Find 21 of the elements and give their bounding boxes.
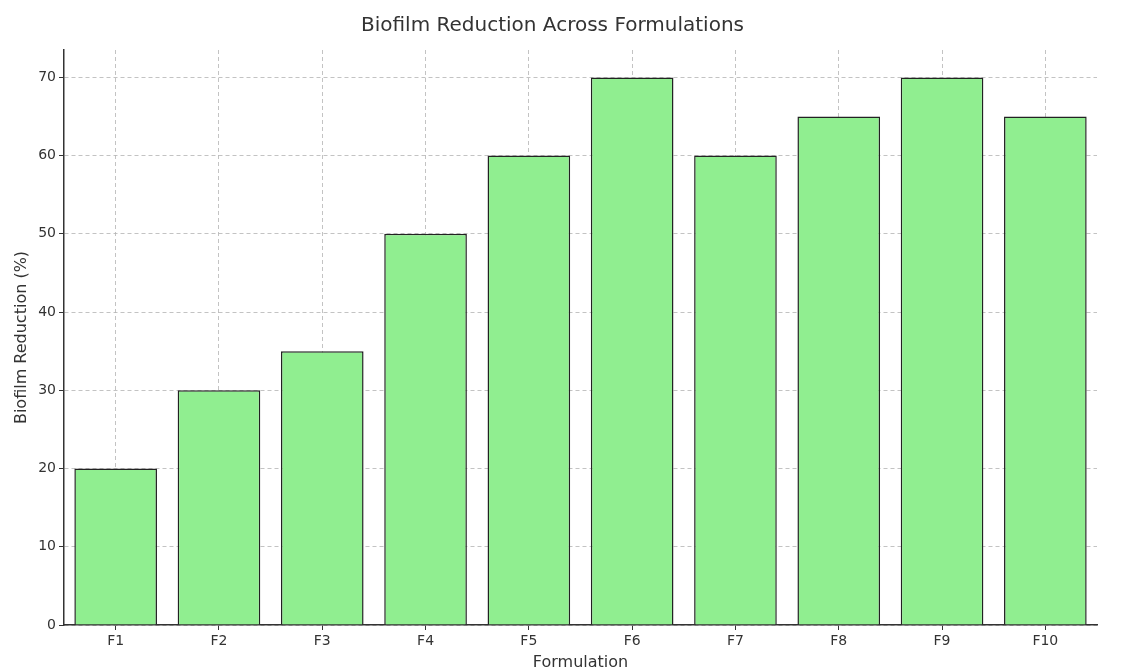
x-tick-label: F5 [520, 632, 538, 649]
y-axis-title: Biofilm Reduction (%) [10, 250, 30, 425]
x-tick-label: F7 [726, 632, 744, 649]
y-tick-label: 10 [38, 537, 57, 554]
x-tick-label: F4 [417, 632, 435, 649]
x-tick-label: F1 [107, 632, 125, 649]
y-tick-label: 40 [38, 302, 57, 319]
chart-title: Biofilm Reduction Across Formulations [361, 12, 744, 37]
x-tick-label: F2 [210, 632, 228, 649]
x-tick-label: F9 [933, 632, 951, 649]
x-tick-label: F8 [830, 632, 848, 649]
y-tick-label: 20 [38, 459, 57, 476]
y-tick-label: 30 [38, 380, 57, 397]
y-tick-label: 70 [38, 68, 57, 85]
x-axis-title: Formulation [532, 651, 629, 671]
x-tick-label: F3 [313, 632, 331, 649]
y-tick-label: 50 [38, 224, 57, 241]
x-tick-label: F10 [1032, 632, 1059, 649]
y-tick-label: 60 [38, 146, 57, 163]
x-tick-label: F6 [623, 632, 641, 649]
y-tick-label: 0 [47, 615, 57, 632]
